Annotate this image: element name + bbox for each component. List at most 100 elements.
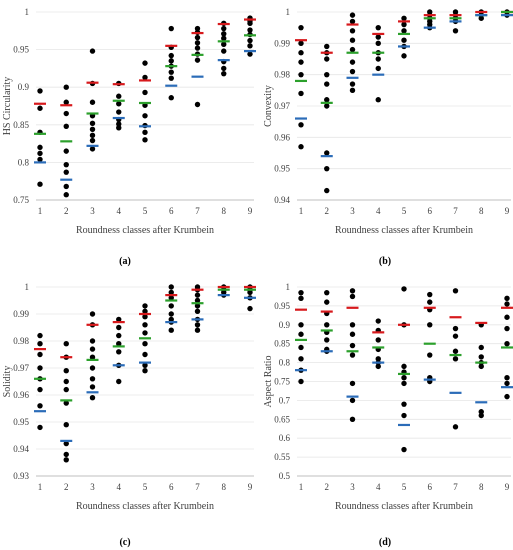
data-point bbox=[504, 393, 510, 400]
x-tick-label: 8 bbox=[479, 482, 484, 492]
data-point bbox=[349, 81, 356, 87]
data-point bbox=[247, 37, 253, 44]
data-point bbox=[142, 314, 148, 320]
data-point bbox=[504, 380, 510, 387]
y-tick-label: 0.95 bbox=[274, 301, 290, 311]
data-point bbox=[478, 409, 484, 415]
data-point bbox=[375, 356, 381, 362]
y-tick-label: 0.7 bbox=[279, 395, 291, 405]
y-tick-label: 0.94 bbox=[13, 444, 29, 454]
data-point bbox=[427, 299, 433, 305]
data-point bbox=[89, 126, 96, 133]
data-point bbox=[504, 375, 510, 381]
data-point bbox=[375, 363, 381, 370]
data-point bbox=[324, 299, 330, 305]
data-point bbox=[37, 351, 43, 358]
data-point bbox=[142, 129, 148, 136]
x-tick-label: 7 bbox=[453, 482, 458, 492]
data-point bbox=[63, 422, 69, 428]
x-tick-label: 8 bbox=[479, 206, 484, 216]
data-point bbox=[221, 31, 227, 37]
data-point bbox=[298, 331, 304, 337]
data-point bbox=[324, 56, 330, 62]
data-point bbox=[324, 322, 330, 328]
y-tick-label: 0.99 bbox=[274, 38, 290, 48]
x-tick-label: 6 bbox=[428, 482, 433, 492]
x-tick-label: 5 bbox=[143, 482, 148, 492]
y-tick-label: 0.99 bbox=[13, 309, 29, 319]
data-point bbox=[116, 109, 122, 115]
data-point bbox=[63, 457, 69, 463]
data-point bbox=[298, 50, 304, 56]
data-point bbox=[142, 368, 148, 374]
data-point bbox=[142, 362, 148, 368]
data-point bbox=[63, 368, 69, 374]
data-point bbox=[89, 48, 96, 54]
data-point bbox=[168, 327, 174, 333]
data-point bbox=[194, 40, 201, 46]
data-point bbox=[375, 24, 381, 31]
data-point bbox=[324, 97, 330, 103]
data-point bbox=[452, 424, 459, 430]
data-point bbox=[298, 289, 304, 296]
data-point bbox=[324, 165, 330, 172]
panel-label: (a) bbox=[119, 256, 131, 267]
data-point bbox=[63, 161, 69, 168]
y-tick-label: 0.95 bbox=[13, 45, 29, 55]
data-point bbox=[168, 52, 174, 59]
y-tick-label: 0.98 bbox=[13, 336, 29, 346]
data-point bbox=[298, 122, 304, 128]
data-point bbox=[37, 181, 43, 187]
data-point bbox=[89, 137, 96, 144]
data-point bbox=[168, 75, 174, 81]
y-tick-label: 1 bbox=[286, 7, 291, 17]
data-point bbox=[142, 137, 148, 143]
data-point bbox=[401, 21, 407, 28]
data-point bbox=[452, 28, 459, 34]
data-point bbox=[401, 286, 407, 292]
data-point bbox=[194, 292, 201, 298]
data-point bbox=[37, 156, 43, 163]
x-axis-title: Roundness classes after Krumbein bbox=[335, 225, 473, 236]
data-point bbox=[89, 146, 96, 152]
data-point bbox=[349, 46, 356, 53]
data-point bbox=[401, 28, 407, 34]
data-point bbox=[298, 90, 304, 97]
x-tick-label: 2 bbox=[64, 482, 69, 492]
data-point bbox=[168, 295, 174, 301]
data-point bbox=[298, 71, 304, 78]
x-tick-label: 9 bbox=[248, 206, 253, 216]
data-point bbox=[37, 386, 43, 393]
y-tick-label: 0.8 bbox=[279, 358, 291, 368]
data-point bbox=[298, 344, 304, 351]
data-point bbox=[349, 397, 356, 404]
x-tick-label: 7 bbox=[453, 206, 458, 216]
data-point bbox=[89, 346, 96, 352]
data-point bbox=[221, 65, 227, 72]
data-point bbox=[142, 74, 148, 81]
data-point bbox=[63, 183, 69, 190]
panel-label: (b) bbox=[379, 256, 391, 267]
y-tick-label: 0.96 bbox=[274, 132, 290, 142]
data-point bbox=[452, 325, 459, 332]
data-point bbox=[168, 95, 174, 101]
data-point bbox=[221, 41, 227, 48]
data-point bbox=[116, 125, 122, 131]
data-point bbox=[375, 34, 381, 40]
data-point bbox=[375, 318, 381, 324]
data-point bbox=[401, 412, 407, 419]
x-tick-label: 1 bbox=[38, 482, 43, 492]
data-point bbox=[194, 57, 201, 63]
y-tick-label: 1 bbox=[286, 282, 291, 292]
x-tick-label: 2 bbox=[325, 206, 330, 216]
data-point bbox=[221, 70, 227, 77]
y-tick-label: 0.98 bbox=[274, 70, 290, 80]
y-tick-label: 1 bbox=[25, 7, 30, 17]
panel-label: (d) bbox=[379, 537, 391, 548]
y-tick-label: 0.95 bbox=[13, 417, 29, 427]
data-point bbox=[401, 446, 407, 453]
data-point bbox=[168, 289, 174, 296]
data-point bbox=[89, 311, 96, 317]
data-point bbox=[116, 378, 122, 385]
